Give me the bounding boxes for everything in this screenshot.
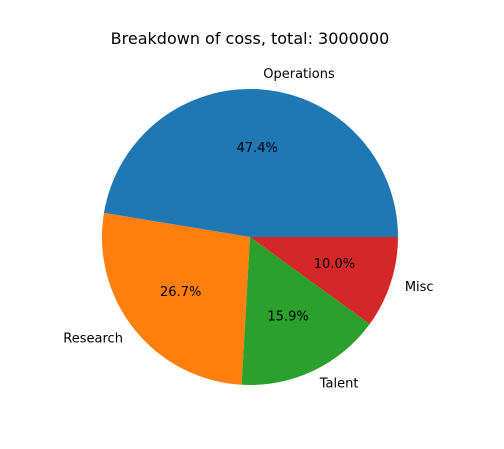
pie-slice-operations bbox=[103, 88, 398, 237]
slice-label-operations: Operations bbox=[263, 67, 335, 82]
pie-slice-talent bbox=[241, 237, 370, 385]
slice-label-talent: Talent bbox=[319, 377, 359, 392]
pct-label-talent: 15.9% bbox=[267, 310, 308, 325]
pie-slice-research bbox=[102, 212, 250, 385]
pct-label-operations: 47.4% bbox=[237, 141, 278, 156]
pie-slices bbox=[102, 88, 398, 385]
chart-title: Breakdown of coss, total: 3000000 bbox=[111, 29, 390, 48]
pct-label-research: 26.7% bbox=[160, 285, 201, 300]
pct-label-misc: 10.0% bbox=[314, 257, 355, 272]
slice-label-misc: Misc bbox=[405, 280, 434, 295]
pie-slice-misc bbox=[250, 237, 398, 324]
pie-labels: Operations 47.4% Research 26.7% Talent 15.9% M… bbox=[63, 67, 433, 391]
slice-label-research: Research bbox=[63, 331, 123, 346]
